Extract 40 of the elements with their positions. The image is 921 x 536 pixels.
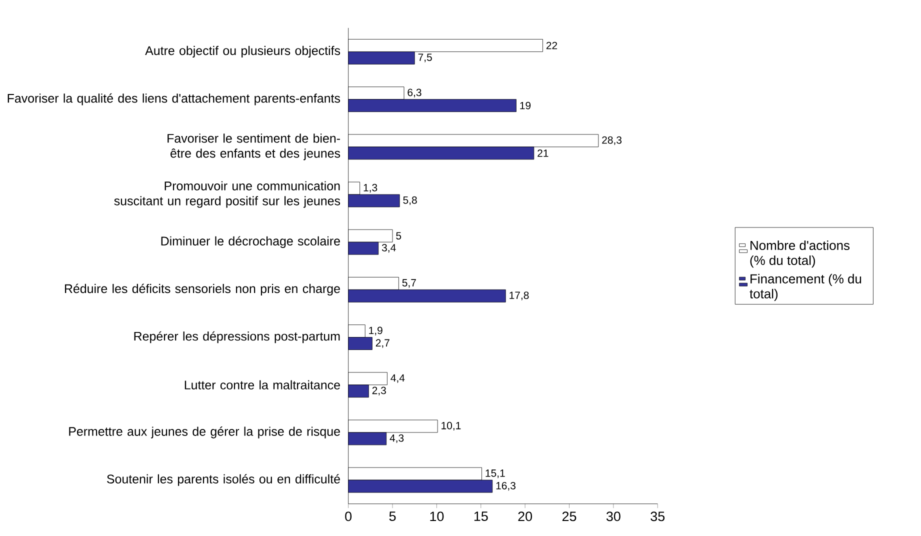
x-tick-label: 10 <box>430 512 444 522</box>
data-label: 21 <box>538 150 548 157</box>
data-label: 15,1 <box>486 470 505 478</box>
data-label: 22 <box>546 42 558 50</box>
y-tick-label: Favoriser la qualité des liens d'attachement parents-enfants <box>8 94 340 106</box>
x-tick-label: 20 <box>518 512 532 522</box>
legend-label: Financement (% du total) <box>750 274 862 302</box>
data-label: 2,3 <box>372 386 386 396</box>
data-label: 16,3 <box>496 482 516 491</box>
data-label: 3,4 <box>382 244 396 253</box>
y-tick-label: Promouvoir une communication suscitant un regard positif sur les jeunes <box>114 181 340 208</box>
data-label: 7,5 <box>418 54 432 62</box>
y-tick-label: Permettre aux jeunes de gérer la prise de risque <box>69 426 340 438</box>
data-label: 5,7 <box>402 279 416 288</box>
x-tick-label: 15 <box>474 512 488 522</box>
data-label: 19 <box>520 102 531 110</box>
data-label: 5,8 <box>403 196 417 206</box>
x-tick-label: 25 <box>562 512 576 522</box>
y-tick-label: Soutenir les parents isolés ou en difficulté <box>107 474 340 486</box>
y-tick-label: Réduire les déficits sensoriels non pris en charge <box>64 284 340 296</box>
data-label: 5 <box>396 232 402 240</box>
y-tick-label: Favoriser le sentiment de bien-être des enfants et des jeunes <box>168 134 340 160</box>
data-label: 10,1 <box>442 422 461 431</box>
data-label: 4,3 <box>390 434 404 444</box>
data-label: 28,3 <box>602 136 622 146</box>
data-label: 4,4 <box>390 374 405 384</box>
data-label: 6,3 <box>408 88 422 98</box>
data-label: 1,9 <box>369 326 382 336</box>
y-tick-label: Autre objectif ou plusieurs objectifs <box>145 46 340 58</box>
x-tick-label: 30 <box>606 512 620 522</box>
data-label: 1,3 <box>364 184 378 193</box>
y-tick-label: Lutter contre la maltraitance <box>184 380 340 390</box>
y-tick-label: Repérer les dépressions post-partum <box>134 332 340 344</box>
x-tick-label: 0 <box>345 512 352 522</box>
y-tick-label: Diminuer le décrochage scolaire <box>161 236 340 248</box>
x-tick-label: 35 <box>650 512 665 522</box>
data-label: 2,7 <box>376 339 390 348</box>
legend-label: Nombre d'actions (% du total) <box>750 240 850 268</box>
data-label: 17,8 <box>510 292 529 300</box>
x-tick-label: 5 <box>389 512 396 522</box>
